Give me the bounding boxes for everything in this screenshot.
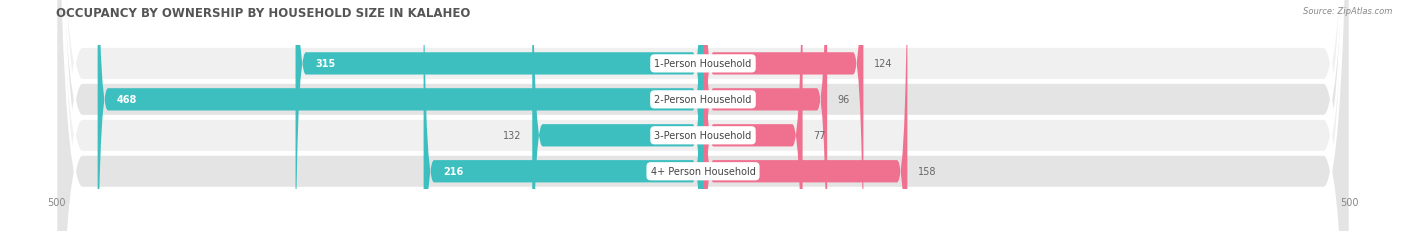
Text: 315: 315 — [315, 59, 335, 69]
Text: Source: ZipAtlas.com: Source: ZipAtlas.com — [1302, 7, 1392, 16]
FancyBboxPatch shape — [295, 0, 703, 231]
Text: 77: 77 — [813, 131, 825, 141]
Text: 124: 124 — [873, 59, 893, 69]
FancyBboxPatch shape — [56, 0, 1350, 231]
FancyBboxPatch shape — [56, 0, 1350, 231]
FancyBboxPatch shape — [56, 0, 1350, 231]
Text: 1-Person Household: 1-Person Household — [654, 59, 752, 69]
Text: 2-Person Household: 2-Person Household — [654, 95, 752, 105]
Text: 468: 468 — [117, 95, 138, 105]
Text: 3-Person Household: 3-Person Household — [654, 131, 752, 141]
FancyBboxPatch shape — [56, 0, 1350, 231]
FancyBboxPatch shape — [703, 0, 827, 231]
Text: 4+ Person Household: 4+ Person Household — [651, 167, 755, 176]
FancyBboxPatch shape — [97, 0, 703, 231]
Text: 96: 96 — [838, 95, 849, 105]
Text: 216: 216 — [443, 167, 463, 176]
FancyBboxPatch shape — [703, 0, 803, 231]
Text: 132: 132 — [503, 131, 522, 141]
FancyBboxPatch shape — [533, 0, 703, 231]
FancyBboxPatch shape — [703, 0, 907, 231]
FancyBboxPatch shape — [423, 0, 703, 231]
Text: 158: 158 — [918, 167, 936, 176]
FancyBboxPatch shape — [703, 0, 863, 231]
Text: OCCUPANCY BY OWNERSHIP BY HOUSEHOLD SIZE IN KALAHEO: OCCUPANCY BY OWNERSHIP BY HOUSEHOLD SIZE… — [56, 7, 471, 20]
